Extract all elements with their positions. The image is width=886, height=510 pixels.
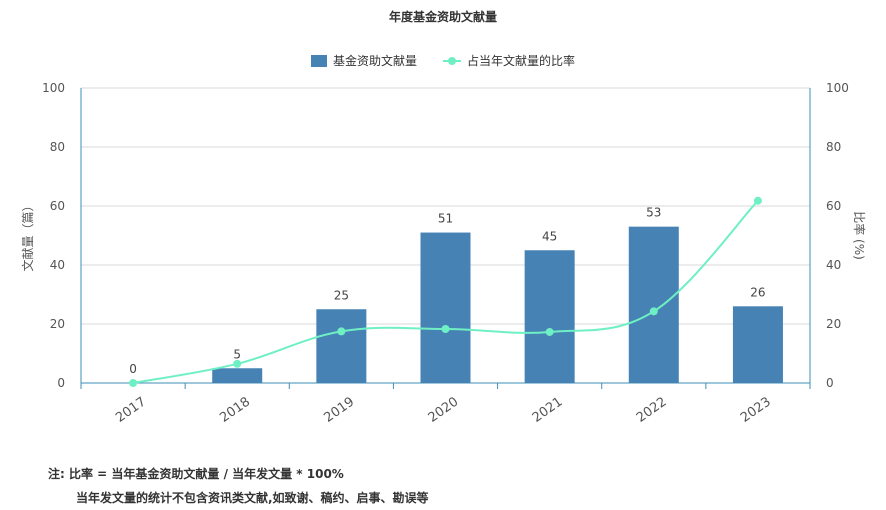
note-line-2: 当年发文量的统计不包含资讯类文献,如致谢、稿约、启事、勘误等 [76, 491, 429, 505]
bar [316, 309, 367, 383]
y-tick-label-right: 40 [826, 258, 841, 272]
y-tick-label-right: 100 [826, 81, 849, 95]
bar [212, 368, 263, 383]
bar [732, 306, 783, 383]
y-tick-label-left: 0 [57, 376, 65, 390]
ratio-point [129, 379, 138, 387]
bar [628, 226, 679, 383]
ratio-point [545, 327, 554, 336]
bar-value-label: 45 [542, 229, 557, 243]
y-axis-title-right: 比率 (%) [852, 211, 867, 260]
legend-bar-swatch [310, 54, 327, 67]
x-tick-label: 2017 [113, 394, 149, 425]
legend-item-line[interactable]: 占当年文献量的比率 [443, 52, 575, 69]
bar-value-label: 53 [646, 206, 661, 220]
bar-value-label: 26 [750, 285, 765, 299]
ratio-point [233, 359, 242, 368]
y-tick-label-right: 80 [826, 140, 841, 154]
ratio-point [441, 325, 450, 334]
x-tick-label: 2021 [530, 394, 566, 425]
x-tick-label: 2020 [426, 394, 462, 425]
legend-line-swatch [443, 55, 461, 67]
y-tick-label-left: 80 [50, 140, 65, 154]
y-tick-label-left: 60 [50, 199, 65, 213]
bar-value-label: 25 [334, 288, 349, 302]
y-tick-label-right: 60 [826, 199, 841, 213]
chart-legend: 基金资助文献量 占当年文献量的比率 [0, 52, 886, 69]
x-tick-label: 2019 [321, 394, 357, 425]
legend-item-bar[interactable]: 基金资助文献量 [310, 52, 417, 69]
x-tick-label: 2023 [738, 394, 774, 425]
x-tick-label: 2018 [217, 394, 253, 425]
y-tick-label-left: 20 [50, 317, 65, 331]
ratio-point [337, 327, 346, 336]
y-tick-label-left: 40 [50, 258, 65, 272]
y-axis-title-left: 文献量（篇） [20, 199, 35, 271]
ratio-point [753, 196, 762, 205]
x-tick-label: 2022 [634, 394, 670, 425]
bar-value-label: 51 [438, 212, 453, 226]
y-tick-label-left: 100 [42, 81, 65, 95]
bar [420, 232, 471, 383]
legend-label-bar: 基金资助文献量 [332, 54, 417, 68]
note-line-1: 注: 比率 = 当年基金资助文献量 / 当年发文量 * 100% [48, 467, 344, 481]
bar-value-label: 0 [129, 362, 137, 376]
ratio-point [649, 307, 658, 316]
y-tick-label-right: 0 [826, 376, 834, 390]
legend-label-line: 占当年文献量的比率 [467, 54, 576, 68]
chart-title: 年度基金资助文献量 [388, 10, 497, 24]
chart-notes: 注: 比率 = 当年基金资助文献量 / 当年发文量 * 100% 当年发文量的统… [48, 462, 429, 510]
bar [524, 250, 575, 383]
y-tick-label-right: 20 [826, 317, 841, 331]
bar-value-label: 5 [233, 347, 241, 361]
